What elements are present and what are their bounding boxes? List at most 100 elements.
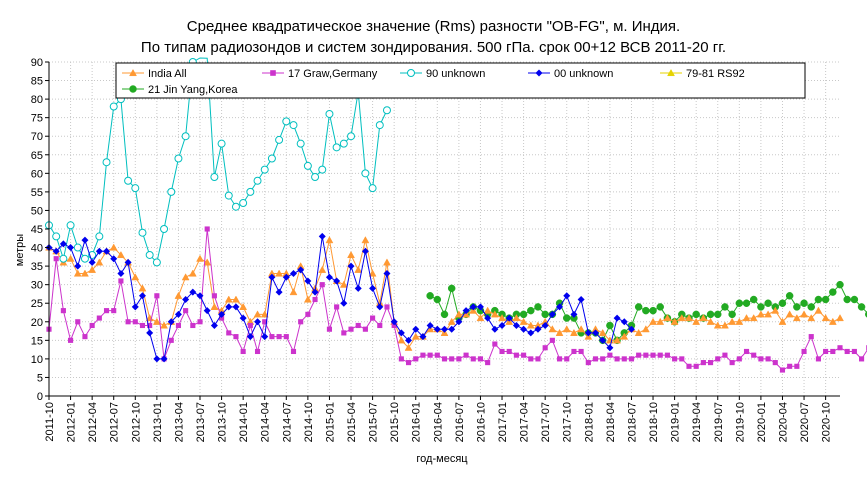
data-point	[303, 295, 312, 303]
data-point	[692, 317, 701, 325]
data-point	[548, 325, 557, 333]
data-point	[226, 330, 232, 336]
data-point	[620, 318, 628, 326]
data-point	[721, 321, 729, 329]
data-point	[368, 269, 377, 277]
data-point	[735, 317, 744, 325]
x-tick-label: 2014-07	[281, 402, 293, 442]
x-tick-label: 2017-01	[497, 402, 509, 442]
data-point	[792, 314, 801, 322]
data-point	[282, 117, 291, 126]
x-tick-label: 2012-10	[130, 402, 142, 442]
data-point	[267, 154, 276, 163]
data-point	[174, 291, 183, 299]
data-point	[231, 202, 240, 211]
data-point	[469, 303, 477, 311]
data-point	[160, 355, 168, 363]
data-point	[319, 282, 325, 288]
data-point	[276, 334, 282, 340]
legend-entry: 00 unknown	[528, 68, 613, 80]
data-point	[340, 299, 348, 307]
y-tick-label: 30	[31, 280, 43, 292]
data-point	[686, 363, 692, 369]
data-point	[391, 322, 397, 329]
legend-swatch-marker	[129, 85, 137, 93]
data-point	[821, 295, 830, 304]
data-point	[73, 269, 82, 277]
x-tick-label: 2016-10	[475, 402, 487, 442]
data-point	[800, 299, 808, 307]
data-point	[758, 356, 764, 362]
data-point	[275, 269, 284, 277]
data-point	[110, 255, 118, 263]
data-point	[405, 336, 413, 344]
data-point	[275, 135, 284, 144]
data-point	[823, 348, 829, 355]
series-line	[48, 57, 388, 264]
data-point	[585, 360, 591, 366]
data-point	[347, 132, 356, 141]
data-point	[463, 352, 469, 358]
data-point	[210, 302, 219, 310]
data-point	[599, 336, 607, 344]
data-point	[757, 303, 765, 311]
data-point	[297, 266, 305, 274]
series-line	[48, 236, 632, 360]
data-point	[440, 310, 449, 319]
x-tick-label: 2019-07	[713, 402, 725, 442]
legend-entry: 17 Graw,Germany	[262, 68, 378, 80]
data-point	[261, 333, 269, 341]
data-point	[268, 273, 276, 281]
data-point	[377, 322, 383, 329]
data-point	[138, 228, 147, 237]
data-point	[542, 345, 548, 351]
data-point	[239, 199, 248, 208]
data-point	[368, 184, 377, 193]
data-point	[412, 325, 420, 333]
data-point	[787, 363, 793, 369]
data-point	[627, 325, 635, 333]
data-point	[513, 352, 519, 358]
data-point	[262, 319, 268, 325]
data-point	[167, 318, 175, 326]
data-point	[217, 139, 226, 148]
data-point	[311, 173, 320, 182]
data-point	[433, 325, 441, 333]
data-point	[592, 329, 600, 337]
legend-label: 90 unknown	[426, 68, 485, 80]
data-point	[636, 352, 642, 358]
series-line	[48, 228, 867, 371]
data-point	[749, 295, 758, 304]
data-point	[634, 303, 643, 311]
data-point	[325, 109, 334, 118]
data-point	[68, 337, 74, 343]
data-point	[679, 356, 685, 362]
y-axis-label: метры	[14, 234, 26, 266]
data-point	[382, 106, 391, 115]
data-point	[519, 317, 528, 325]
data-point	[66, 254, 75, 262]
data-point	[765, 356, 771, 362]
x-tick-label: 2016-04	[432, 402, 444, 442]
data-point	[95, 258, 104, 266]
data-point	[447, 317, 456, 325]
data-point	[247, 322, 253, 329]
data-point	[785, 292, 794, 300]
data-point	[778, 299, 787, 307]
data-point	[426, 292, 434, 300]
data-point	[296, 139, 305, 148]
data-point	[348, 326, 354, 332]
data-point	[434, 352, 440, 358]
x-tick-label: 2019-04	[691, 402, 703, 442]
data-point	[210, 173, 219, 182]
x-tick-label: 2017-04	[519, 402, 531, 442]
data-point	[174, 154, 183, 163]
legend-swatch-marker	[270, 70, 276, 76]
data-point	[670, 317, 679, 325]
data-point	[103, 308, 110, 314]
data-point	[672, 356, 678, 362]
data-point	[289, 121, 298, 130]
data-point	[628, 356, 635, 362]
data-point	[232, 295, 240, 303]
data-point	[118, 278, 124, 284]
